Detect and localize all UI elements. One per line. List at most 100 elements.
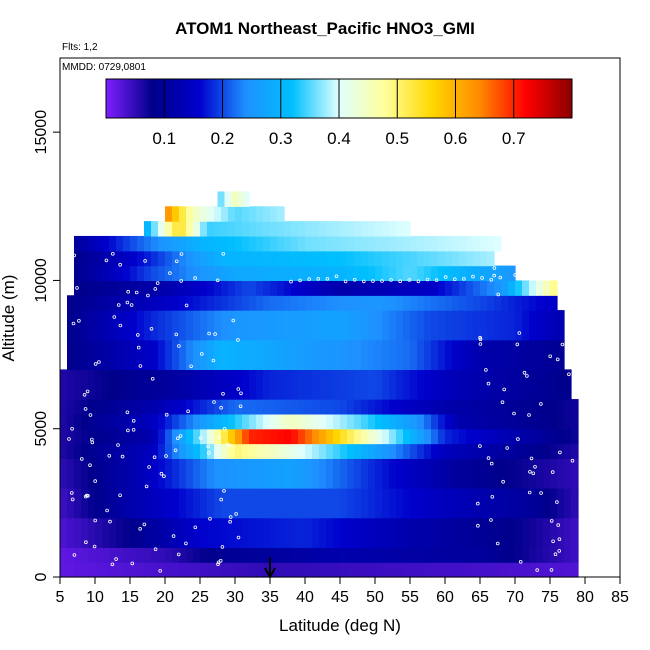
- heatmap-cell: [382, 369, 390, 400]
- heatmap-cell: [228, 310, 236, 341]
- heatmap-cell: [109, 280, 117, 296]
- heatmap-cell: [326, 280, 334, 296]
- heatmap-cell: [95, 562, 103, 578]
- heatmap-cell: [480, 295, 488, 311]
- heatmap-cell: [375, 235, 383, 252]
- heatmap-cell: [102, 443, 110, 459]
- heatmap-cell: [459, 413, 467, 430]
- heatmap-cell: [151, 488, 159, 519]
- heatmap-cell: [221, 265, 229, 282]
- heatmap-cell: [249, 413, 257, 430]
- heatmap-cell: [536, 488, 544, 519]
- heatmap-cell: [424, 517, 432, 548]
- heatmap-cell: [123, 369, 131, 400]
- heatmap-cell: [452, 443, 460, 459]
- heatmap-cell: [102, 250, 110, 267]
- sample-point: [208, 516, 212, 521]
- heatmap-cell: [235, 458, 243, 489]
- sample-point: [159, 471, 164, 476]
- heatmap-cell: [207, 369, 215, 400]
- heatmap-cell: [403, 443, 411, 459]
- heatmap-cell: [522, 562, 530, 578]
- heatmap-cell: [452, 517, 460, 548]
- heatmap-cell: [529, 339, 537, 370]
- heatmap-cell: [305, 443, 313, 459]
- heatmap-cell: [361, 235, 369, 252]
- heatmap-cell: [193, 235, 201, 252]
- heatmap-cell: [298, 547, 306, 563]
- heatmap-cell: [179, 488, 187, 519]
- heatmap-cell: [319, 443, 327, 459]
- heatmap-cell: [102, 339, 110, 370]
- heatmap-cell: [389, 235, 397, 252]
- heatmap-cell: [368, 413, 376, 430]
- heatmap-cell: [340, 221, 348, 237]
- heatmap-cell: [417, 265, 425, 282]
- heatmap-cell: [396, 517, 404, 548]
- heatmap-cell: [130, 339, 138, 370]
- sample-point: [527, 490, 532, 495]
- heatmap-cell: [291, 310, 299, 341]
- heatmap-cell: [347, 458, 355, 489]
- x-tick-label: 65: [471, 589, 489, 606]
- heatmap-cell: [340, 265, 348, 282]
- sample-point: [93, 518, 97, 523]
- heatmap-cell: [228, 428, 236, 445]
- heatmap-cell: [88, 562, 96, 578]
- heatmap-cell: [242, 206, 250, 222]
- heatmap-cell: [515, 295, 523, 311]
- heatmap-cell: [515, 339, 523, 370]
- heatmap-cell: [123, 310, 131, 341]
- heatmap-cell: [151, 339, 159, 370]
- heatmap-cell: [347, 517, 355, 548]
- heatmap-cell: [109, 562, 117, 578]
- heatmap-cell: [480, 517, 488, 548]
- heatmap-cell: [263, 310, 271, 341]
- heatmap-cell: [557, 458, 565, 489]
- heatmap-cell: [452, 547, 460, 563]
- heatmap-cell: [151, 517, 159, 548]
- sample-point: [407, 278, 412, 282]
- heatmap-cell: [228, 443, 236, 459]
- sample-point: [110, 562, 115, 567]
- heatmap-cell: [445, 399, 453, 415]
- heatmap-cell: [102, 547, 110, 563]
- sample-point: [189, 364, 193, 369]
- heatmap-cell: [431, 310, 439, 341]
- sample-point: [462, 276, 466, 281]
- heatmap-cell: [564, 458, 572, 489]
- heatmap-cell: [172, 428, 180, 445]
- heatmap-cell: [375, 339, 383, 370]
- heatmap-cell: [305, 265, 313, 282]
- heatmap-cell: [494, 399, 502, 415]
- heatmap-cell: [102, 310, 110, 341]
- heatmap-cell: [501, 517, 509, 548]
- sample-point: [179, 279, 184, 283]
- sample-point: [478, 335, 482, 340]
- heatmap-cell: [536, 562, 544, 578]
- heatmap-cell: [270, 295, 278, 311]
- heatmap-cell: [536, 413, 544, 430]
- heatmap-cell: [340, 295, 348, 311]
- heatmap-cell: [270, 280, 278, 296]
- heatmap-cell: [109, 295, 117, 311]
- heatmap-cell: [165, 458, 173, 489]
- heatmap-cell: [312, 250, 320, 267]
- heatmap-cell: [361, 488, 369, 519]
- heatmap-cell: [291, 221, 299, 237]
- heatmap-cell: [200, 295, 208, 311]
- heatmap-cell: [522, 339, 530, 370]
- heatmap-cell: [543, 413, 551, 430]
- heatmap-cell: [151, 250, 159, 267]
- sample-point: [221, 391, 225, 396]
- heatmap-cell: [368, 250, 376, 267]
- heatmap-cell: [200, 428, 208, 445]
- heatmap-cell: [494, 280, 502, 296]
- heatmap-cell: [389, 488, 397, 519]
- heatmap-cell: [256, 562, 264, 578]
- heatmap-cell: [354, 221, 362, 237]
- heatmap-cell: [102, 428, 110, 445]
- heatmap-cell: [193, 547, 201, 563]
- heatmap-cell: [480, 562, 488, 578]
- heatmap-cell: [382, 250, 390, 267]
